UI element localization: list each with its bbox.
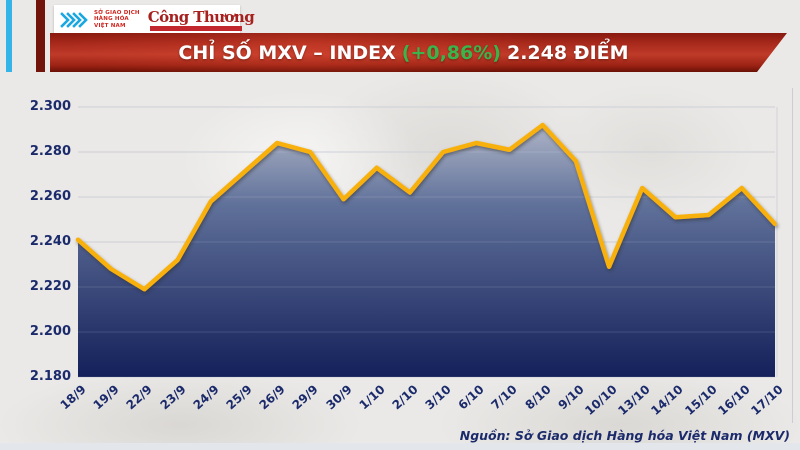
logo-box: SỞ GIAO DỊCH HÀNG HÓA VIỆT NAM Công Thươ…	[54, 5, 255, 34]
x-axis-label: 17/10	[748, 382, 786, 418]
x-axis-label: 10/10	[582, 382, 620, 418]
left-cyan-stripe	[6, 0, 12, 72]
x-axis-label: 22/9	[123, 382, 156, 413]
x-axis-label: 3/10	[422, 382, 454, 413]
x-axis-label: 24/9	[190, 382, 222, 413]
mxv-text-line: HÀNG HÓA	[94, 16, 129, 23]
y-axis-label: 2.220	[29, 279, 71, 294]
mxv-logo-text: SỞ GIAO DỊCH HÀNG HÓA VIỆT NAM	[94, 10, 140, 30]
x-axis-label: 15/10	[681, 382, 720, 418]
y-axis-label: 2.240	[29, 234, 71, 249]
source-note: Nguồn: Sở Giao dịch Hàng hóa Việt Nam (M…	[459, 428, 790, 443]
congthuong-logo: Công Thương	[147, 7, 255, 31]
x-axis-label: 7/10	[488, 382, 521, 413]
y-axis-label: 2.300	[29, 99, 71, 114]
index-value: 2.248 ĐIỂM	[506, 41, 629, 64]
x-axis-label: 25/9	[223, 382, 255, 413]
mxv-logo-icon	[60, 11, 88, 28]
x-axis-label: 30/9	[322, 382, 355, 413]
y-axis-label: 2.180	[29, 369, 71, 384]
panel-right-border	[792, 88, 793, 423]
x-axis-label: 23/9	[157, 382, 189, 413]
chart-title-text: CHỈ SỐ MXV – INDEX	[178, 41, 396, 64]
x-axis-label: 18/9	[57, 382, 89, 413]
left-maroon-stripe	[36, 0, 45, 72]
mxv-text-line: SỞ GIAO DỊCH	[94, 9, 140, 16]
congthuong-tagline-strip	[149, 25, 242, 31]
y-axis-label: 2.260	[29, 189, 71, 204]
x-axis-label: 16/10	[715, 382, 753, 418]
y-axis-label: 2.200	[29, 324, 71, 339]
chart-title: CHỈ SỐ MXV – INDEX (+0,86%) 2.248 ĐIỂM	[178, 42, 628, 64]
x-axis-label: 9/10	[555, 382, 587, 413]
x-axis-label: 14/10	[648, 382, 687, 418]
title-banner: CHỈ SỐ MXV – INDEX (+0,86%) 2.248 ĐIỂM	[50, 33, 787, 72]
bottom-band	[0, 443, 800, 450]
change-percent: (+0,86%)	[401, 41, 501, 64]
x-axis-label: 8/10	[522, 382, 554, 413]
x-axis-label: 1/10	[356, 382, 388, 413]
mxv-text-line: VIỆT NAM	[94, 22, 126, 29]
y-axis-label: 2.280	[29, 144, 71, 159]
x-axis-label: 29/9	[289, 382, 322, 413]
x-axis-label: 26/9	[256, 382, 288, 413]
congthuong-wordmark: Công Thương	[147, 7, 255, 26]
x-axis-label: 19/9	[90, 382, 122, 413]
x-axis-label: 2/10	[389, 382, 421, 413]
